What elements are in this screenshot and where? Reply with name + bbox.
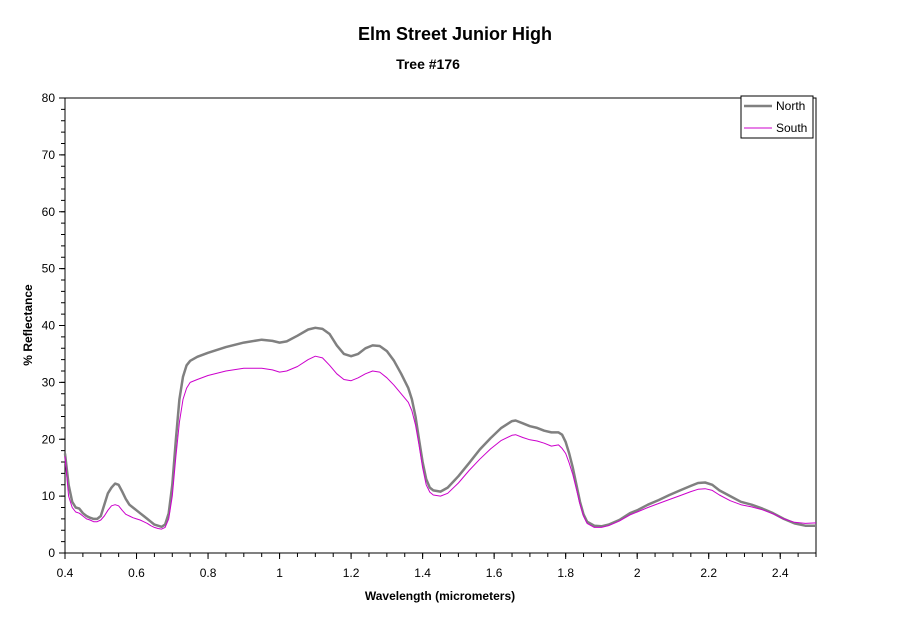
legend-box [740, 95, 814, 139]
x-axis-label: Wavelength (micrometers) [365, 589, 515, 603]
x-tick-label: 1.4 [414, 566, 431, 580]
plot-area [64, 97, 817, 554]
legend: North South [740, 95, 814, 139]
x-tick-label: 1.6 [486, 566, 503, 580]
y-tick-label: 40 [42, 319, 56, 333]
plot-border [64, 97, 817, 554]
y-tick-label: 80 [42, 91, 56, 105]
x-tick-label: 0.4 [57, 566, 74, 580]
x-tick-label: 2 [634, 566, 641, 580]
x-tick-label: 1 [276, 566, 283, 580]
x-axis: 0.4 0.6 0.8 1 1.2 1.4 1.6 1.8 2 2.2 2.4 [57, 553, 817, 580]
chart-title: Elm Street Junior High [358, 24, 552, 44]
y-axis-label: % Reflectance [21, 284, 35, 366]
x-tick-label: 0.6 [128, 566, 145, 580]
x-tick-label: 0.8 [200, 566, 217, 580]
series-line-south [64, 355, 817, 530]
y-tick-label: 60 [42, 205, 56, 219]
y-tick-label: 0 [48, 546, 55, 560]
y-axis: 0 10 20 30 40 50 60 70 80 [42, 91, 65, 560]
y-tick-label: 10 [42, 489, 56, 503]
legend-label-south: South [776, 121, 807, 135]
y-tick-label: 50 [42, 262, 56, 276]
series-line-north [63, 326, 816, 529]
series-group [63, 326, 817, 530]
chart-subtitle: Tree #176 [396, 56, 460, 72]
x-tick-label: 2.4 [772, 566, 789, 580]
x-tick-label: 1.8 [557, 566, 574, 580]
x-tick-label: 2.2 [700, 566, 717, 580]
y-tick-label: 70 [42, 148, 56, 162]
x-tick-label: 1.2 [343, 566, 360, 580]
y-tick-label: 30 [42, 375, 56, 389]
legend-label-north: North [776, 99, 805, 113]
y-tick-label: 20 [42, 432, 56, 446]
